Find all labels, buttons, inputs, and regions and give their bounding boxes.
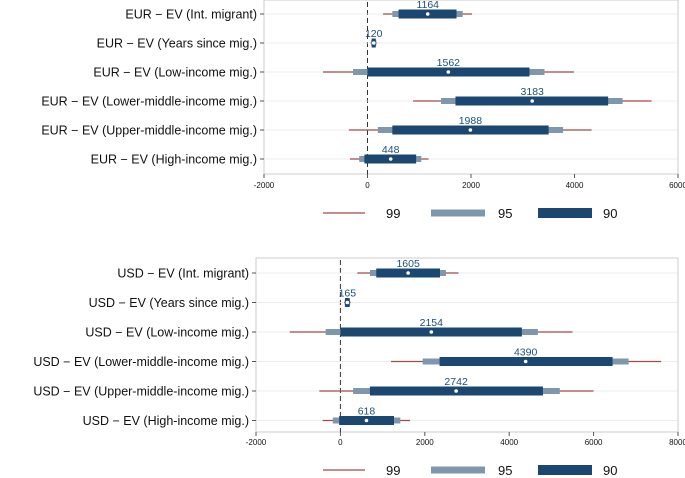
x-tick-label: 0	[365, 181, 370, 190]
estimate-value-label: 1164	[416, 0, 439, 11]
x-tick-label: 6000	[669, 181, 685, 190]
estimate-value-label: 4390	[514, 347, 538, 359]
estimate-value-label: 2742	[444, 376, 468, 388]
point-estimate	[523, 359, 528, 364]
legend-95-label: 95	[498, 206, 512, 221]
x-tick-label: 0	[338, 438, 343, 447]
row-label: USD − EV (Upper-middle-income mig.)	[33, 385, 249, 399]
x-tick-label: -2000	[246, 438, 267, 447]
legend-90-label: 90	[603, 463, 617, 478]
point-estimate	[468, 128, 473, 132]
x-tick-label: 4000	[500, 438, 518, 447]
row-label: EUR − EV (Years since mig.)	[97, 37, 257, 51]
legend-90-label: 90	[603, 206, 617, 221]
x-tick-label: 6000	[585, 438, 603, 447]
point-estimate	[429, 330, 434, 334]
estimate-value-label: 120	[365, 28, 383, 40]
row-label: USD − EV (Int. migrant)	[117, 267, 249, 281]
legend-95-label: 95	[498, 463, 512, 478]
x-tick-label: 4000	[566, 181, 584, 190]
estimate-value-label: 2154	[420, 317, 444, 329]
estimate-value-label: 448	[382, 144, 400, 156]
x-tick-label: 2000	[462, 181, 480, 190]
point-estimate	[371, 41, 376, 45]
estimate-value-label: 618	[358, 406, 376, 418]
row-label: USD − EV (Low-income mig.)	[85, 326, 249, 340]
legend-99-label: 99	[386, 463, 400, 478]
point-estimate	[446, 70, 451, 74]
point-estimate	[364, 418, 369, 423]
row-label: USD − EV (High-income mig.)	[83, 414, 249, 428]
usd-panel: -2000 0 2000 4000 6000 8000 USD − EV (Int. mig…	[33, 257, 685, 447]
row-label: EUR − EV (Low-income mig.)	[93, 66, 257, 80]
x-tick-label: 8000	[669, 438, 685, 447]
row-label: EUR − EV (Int. migrant)	[125, 8, 257, 22]
estimate-value-label: 3183	[521, 86, 545, 98]
point-estimate	[454, 389, 458, 393]
plot-frame	[263, 0, 679, 175]
estimate-value-label: 1605	[396, 258, 420, 270]
estimate-value-label: 1988	[459, 115, 483, 127]
eur-legend: 99 95 90	[323, 206, 617, 221]
eur-panel: -2000 0 2000 4000 6000 EUR − EV (Int. migrant…	[41, 0, 685, 190]
row-label: USD − EV (Years since mig.)	[89, 296, 249, 310]
legend-99-label: 99	[386, 206, 400, 221]
row-label: EUR − EV (Upper-middle-income mig.)	[41, 124, 257, 138]
usd-legend: 99 95 90	[323, 463, 617, 478]
point-estimate	[406, 271, 410, 275]
row-label: EUR − EV (High-income mig.)	[91, 153, 257, 167]
x-tick-label: -2000	[254, 181, 275, 190]
point-estimate	[388, 157, 393, 161]
point-estimate	[345, 300, 350, 305]
estimate-value-label: 1562	[437, 57, 461, 69]
point-estimate	[530, 99, 535, 103]
estimate-value-label: 165	[339, 288, 357, 300]
row-label: EUR − EV (Lower-middle-income mig.)	[41, 95, 257, 109]
row-label: USD − EV (Lower-middle-income mig.)	[33, 355, 249, 369]
plot-frame	[255, 257, 679, 433]
x-tick-label: 2000	[416, 438, 434, 447]
point-estimate	[425, 12, 430, 16]
